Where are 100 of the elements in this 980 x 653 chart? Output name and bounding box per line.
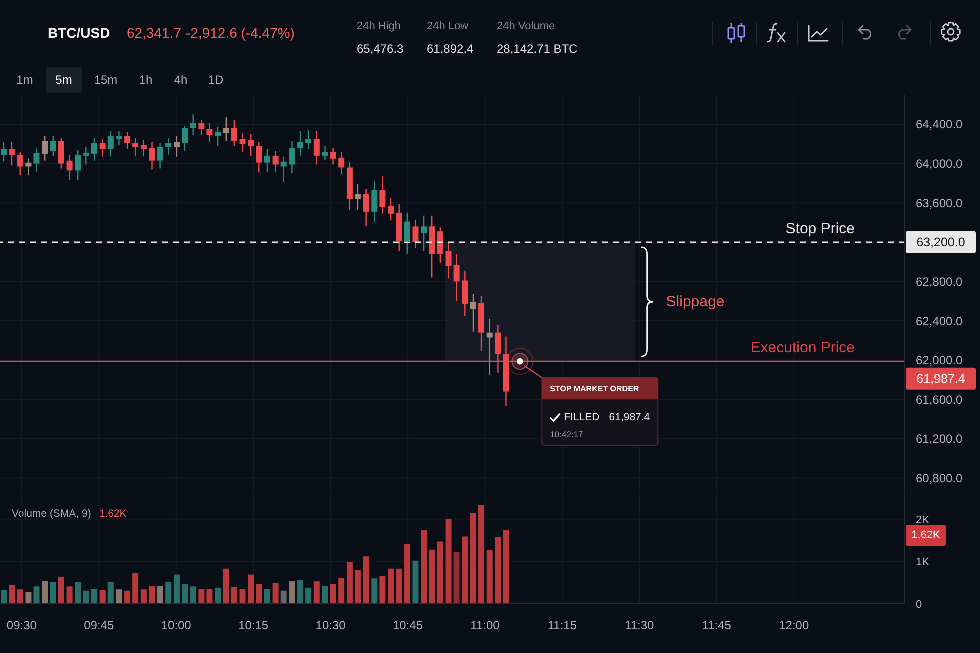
- bar: [437, 542, 444, 604]
- bar: [50, 582, 56, 604]
- candlestick: [223, 117, 230, 142]
- candlestick: [75, 149, 82, 182]
- bar: [157, 586, 164, 604]
- bar: [9, 584, 16, 604]
- ref-line-label: Stop Price: [786, 220, 855, 238]
- candlestick: [58, 138, 64, 170]
- candlestick: [272, 150, 279, 174]
- bar: [26, 592, 32, 604]
- y-tick-label: 60,800.0: [916, 472, 964, 486]
- x-tick-label: 10:30: [316, 618, 346, 633]
- y-tick-label: 63,600.0: [916, 196, 964, 210]
- annotation: 61,987.4: [609, 412, 650, 424]
- x-tick-label: 09:30: [6, 618, 38, 633]
- candlestick: [42, 136, 48, 162]
- bar: [396, 568, 402, 604]
- candlestick: [132, 138, 139, 157]
- y-tick-label: 62,000.0: [916, 354, 964, 368]
- bar: [231, 588, 238, 604]
- band-label: Slippage: [666, 293, 725, 310]
- candlestick: [256, 142, 262, 174]
- bar: [75, 582, 82, 604]
- bar: [116, 590, 122, 604]
- x-tick-label: 11:00: [470, 618, 500, 633]
- candlestick: [9, 142, 16, 166]
- candlestick: [437, 227, 444, 264]
- y-tick-label: 64,000.0: [916, 157, 964, 172]
- bar: [314, 582, 320, 604]
- bar: [132, 573, 139, 604]
- bar: [298, 580, 304, 604]
- text: 24h Low: [427, 20, 469, 32]
- candlestick: [388, 198, 394, 222]
- x-tick-label: 10:15: [238, 618, 269, 633]
- bar: [34, 586, 40, 604]
- y-tick-label: 2K: [916, 514, 930, 526]
- text: 62,341.7: [127, 25, 182, 41]
- candlestick: [298, 130, 304, 157]
- candlestick: [34, 147, 40, 174]
- candlestick: [289, 140, 296, 174]
- y-tick-label: 61,200.0: [916, 432, 964, 446]
- y-tick-label: 64,400.0: [916, 118, 964, 132]
- text: 15m: [94, 73, 118, 87]
- ref-line-label: Execution Price: [750, 340, 855, 357]
- candlestick: [240, 132, 246, 153]
- text: 1h: [139, 73, 153, 87]
- candlestick: [157, 142, 164, 170]
- bar: [322, 586, 328, 604]
- annotation: 1.62K: [912, 529, 942, 542]
- candlestick: [248, 134, 254, 157]
- candlestick: [306, 130, 312, 150]
- bar: [495, 537, 502, 604]
- annotation: FILLED: [564, 412, 600, 424]
- bar: [486, 550, 493, 604]
- bar: [330, 584, 336, 604]
- bar: [108, 582, 114, 604]
- bar: [372, 578, 378, 604]
- candlestick: [264, 148, 270, 174]
- chart-title: BTC/USD: [48, 25, 110, 41]
- bar: [166, 582, 172, 604]
- candlestick: [470, 294, 476, 332]
- bar: [206, 589, 213, 604]
- annotation: 1.62K: [99, 508, 127, 520]
- bar: [429, 550, 436, 604]
- bar: [280, 590, 287, 604]
- y-tick-label: 0: [916, 598, 922, 611]
- bar: [240, 589, 246, 604]
- candlestick: [446, 242, 452, 280]
- candlestick: [66, 154, 73, 182]
- bar: [149, 586, 156, 604]
- y-tick-label: 61,600.0: [916, 392, 964, 407]
- candlestick: [454, 254, 460, 302]
- candlestick: [198, 120, 205, 136]
- text: 5m: [56, 73, 72, 87]
- bar: [454, 552, 460, 604]
- bar: [140, 590, 147, 604]
- bar: [446, 518, 452, 604]
- candlestick: [322, 146, 328, 160]
- bar: [256, 584, 262, 604]
- candlestick: [231, 120, 238, 147]
- bar: [272, 583, 279, 604]
- bar: [223, 568, 230, 604]
- candlestick: [140, 140, 147, 157]
- candlestick: [100, 138, 106, 158]
- x-tick-label: 11:15: [548, 618, 578, 633]
- bar: [198, 589, 205, 604]
- candlestick: [372, 180, 378, 224]
- bar: [478, 505, 485, 604]
- candlestick: [280, 156, 287, 184]
- text: 28,142.71 BTC: [497, 42, 578, 56]
- bar: [412, 560, 419, 604]
- bar: [17, 590, 24, 604]
- candlestick: [486, 318, 493, 376]
- bar: [100, 590, 106, 604]
- candlestick: [50, 136, 56, 157]
- text: 1m: [16, 73, 34, 87]
- candlestick: [412, 219, 419, 249]
- candlestick: [166, 138, 172, 156]
- candlestick: [380, 176, 386, 215]
- bar: [58, 576, 64, 604]
